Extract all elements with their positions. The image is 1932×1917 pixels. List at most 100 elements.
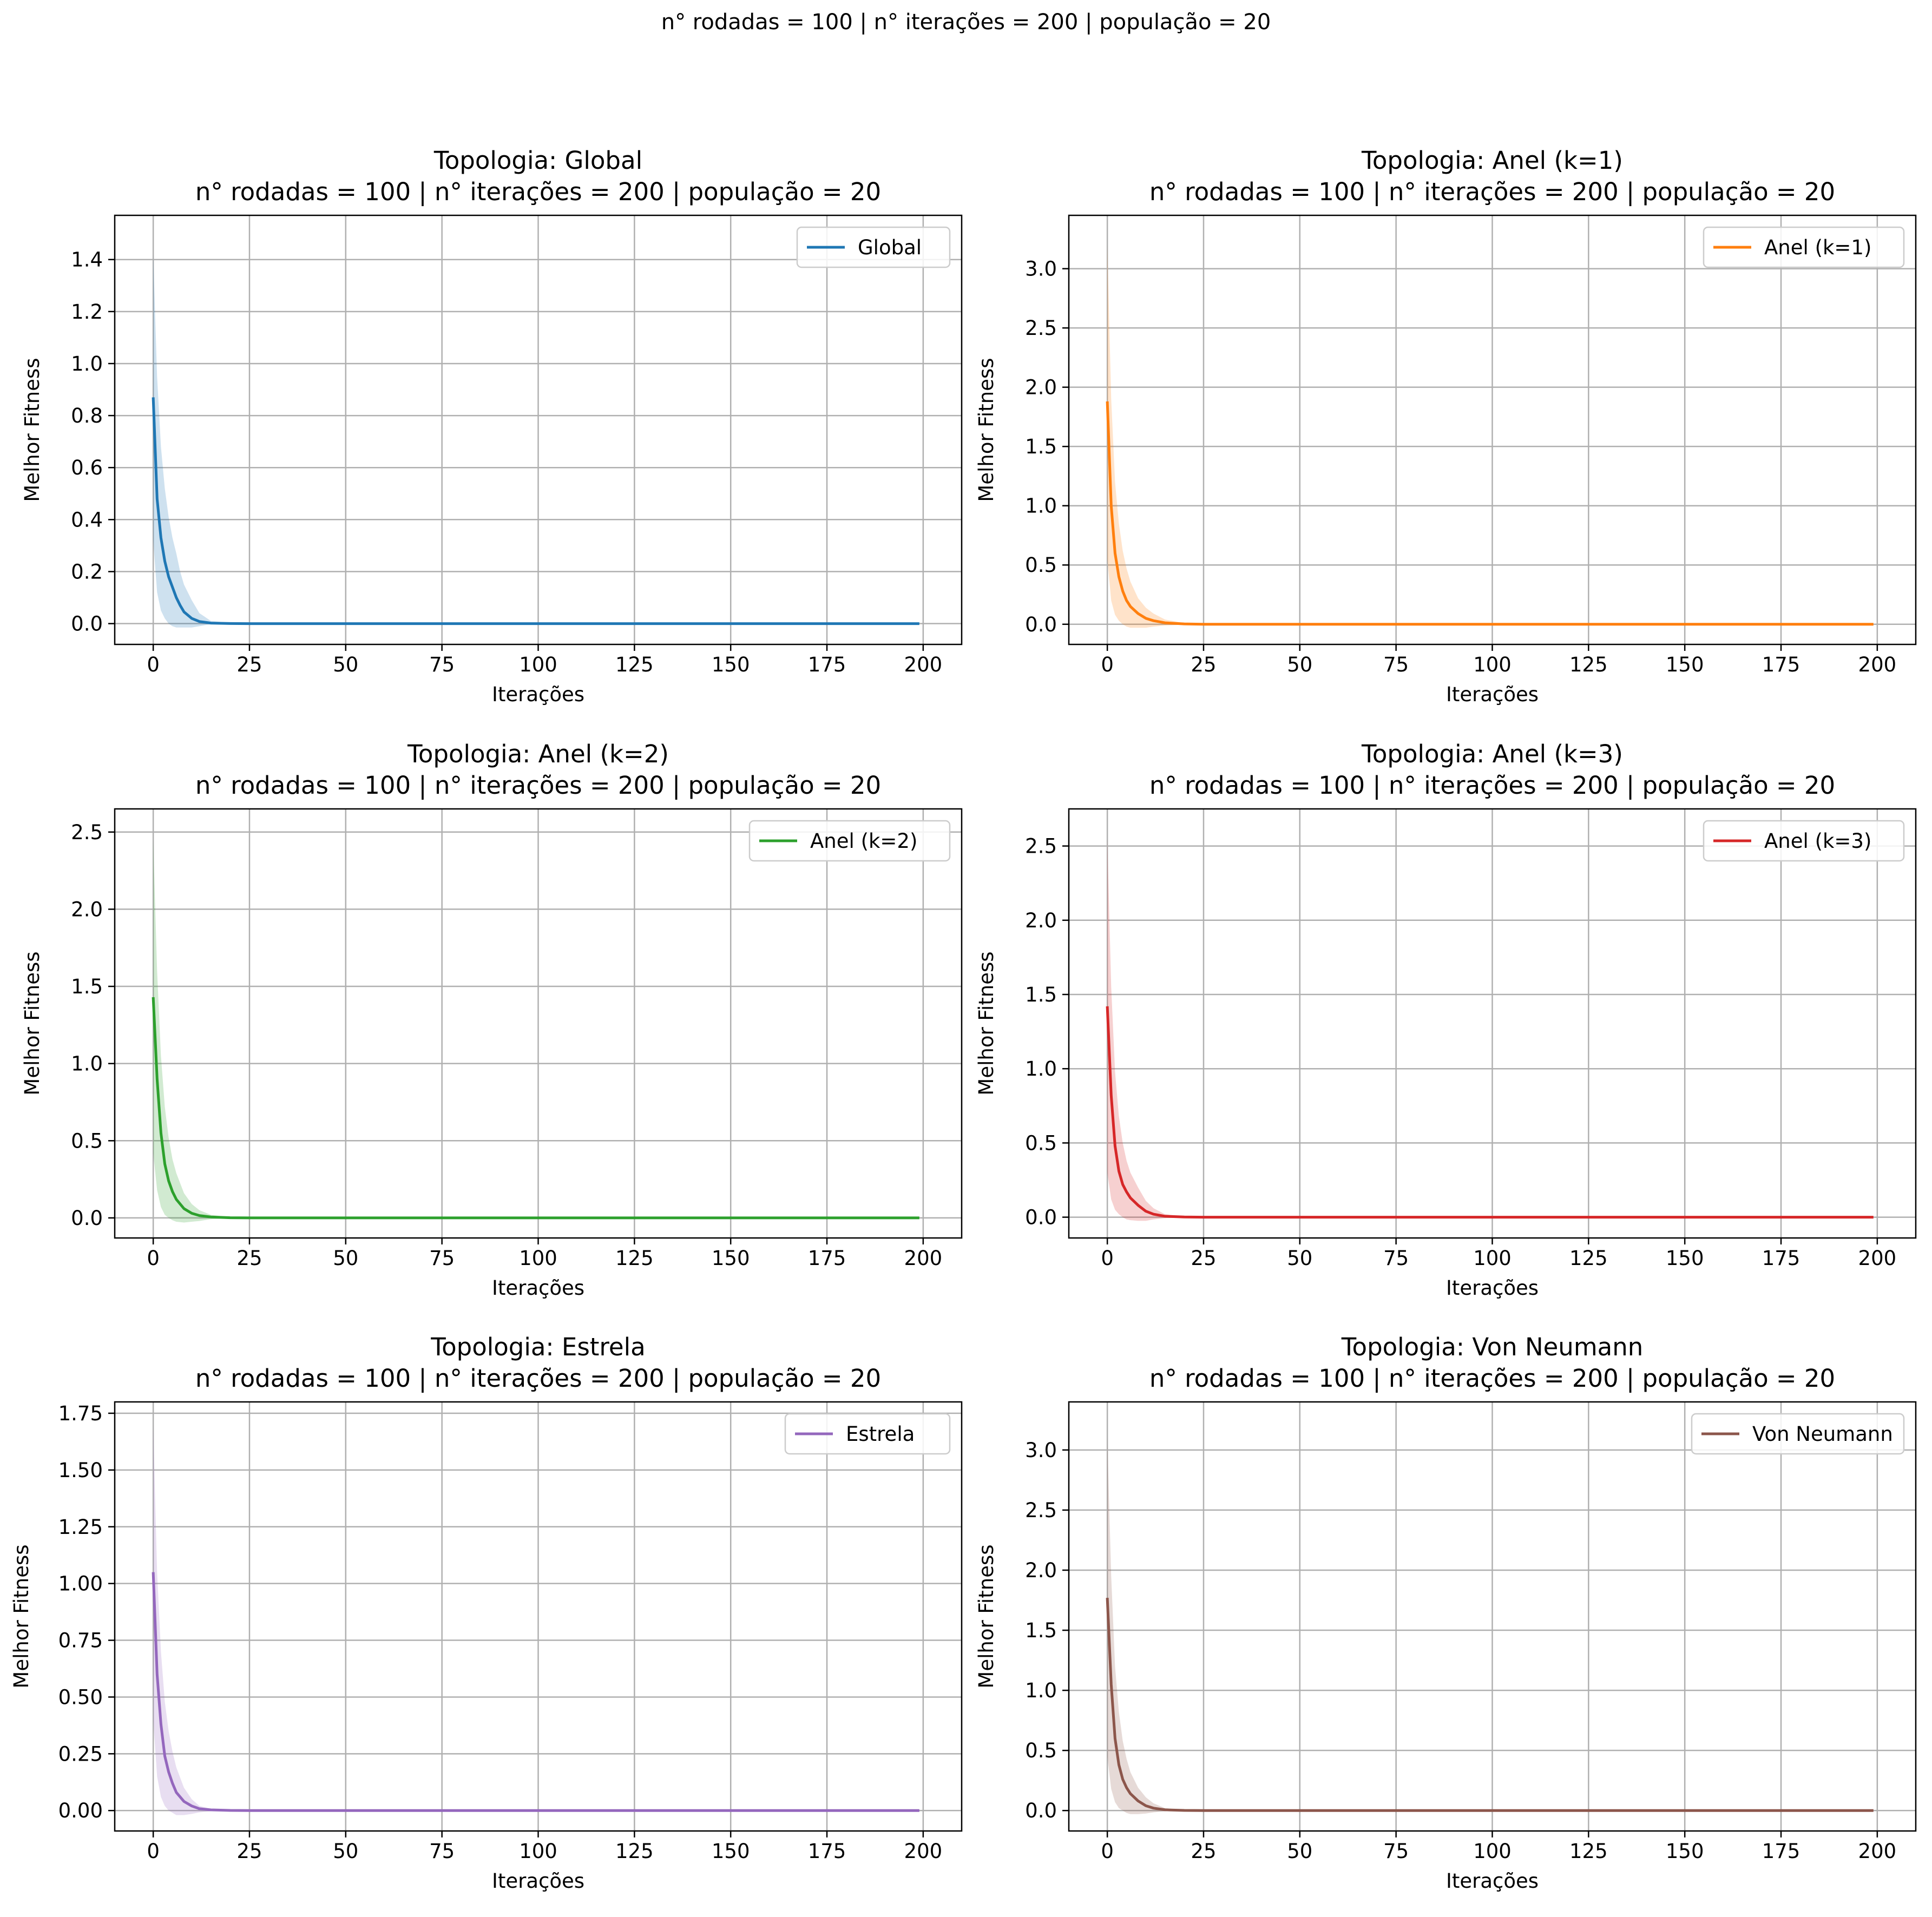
y-tick-label: 1.2 [71, 300, 103, 324]
x-tick-label: 0 [1101, 653, 1114, 676]
confidence-band [1107, 245, 1874, 628]
x-tick-label: 50 [1287, 1840, 1312, 1863]
x-tick-label: 200 [904, 1840, 943, 1863]
x-tick-label: 150 [712, 1247, 750, 1270]
series-line [1106, 401, 1874, 626]
subplot-4: 0 25 50 75 100 125 150 175 200 0.0 0.5 1.0 1.5 2.0 2.5… [975, 740, 1917, 1300]
x-tick-label: 125 [615, 1840, 654, 1863]
y-tick-label: 2.5 [71, 821, 103, 844]
y-tick-label: 1.5 [1025, 435, 1057, 458]
x-tick-label: 100 [519, 1840, 557, 1863]
y-axis-label: Melhor Fitness [10, 1544, 33, 1688]
subplot-title: Topologia: Anel (k=3) [1361, 740, 1623, 768]
x-tick-label: 175 [1762, 1247, 1800, 1270]
legend-box [1703, 820, 1905, 862]
subplot-2: 0 25 50 75 100 125 150 175 200 0.0 0.5 1.0 1.5 2.0 2.5… [975, 146, 1917, 706]
y-tick-label: 1.50 [58, 1459, 103, 1482]
x-tick-label: 100 [1473, 653, 1512, 676]
subplot-title: Topologia: Von Neumann [1341, 1333, 1644, 1361]
x-tick-label: 200 [1858, 1247, 1897, 1270]
y-tick-label: 0.75 [58, 1629, 103, 1652]
x-tick-label: 125 [1569, 653, 1608, 676]
subplot-subtitle: n° rodadas = 100 | n° iterações = 200 | … [195, 177, 881, 206]
y-tick-label: 0.2 [71, 560, 103, 583]
x-tick-label: 200 [904, 1247, 943, 1270]
x-tick-label: 50 [1287, 1247, 1312, 1270]
subplot-title: Topologia: Anel (k=1) [1361, 146, 1623, 175]
y-tick-label: 2.5 [1025, 835, 1057, 858]
y-tick-label: 1.0 [71, 1052, 103, 1076]
legend-box [784, 1413, 951, 1455]
subplot-3: 0 25 50 75 100 125 150 175 200 0.0 0.5 1.0 1.5 2.0 2.5… [21, 740, 963, 1300]
series-line [152, 1572, 919, 1812]
x-tick-label: 0 [147, 1247, 160, 1270]
y-axis-label: Melhor Fitness [21, 951, 44, 1095]
x-axis-label: Iterações [1446, 683, 1539, 706]
y-tick-label: 1.00 [58, 1572, 103, 1596]
series-line [1106, 1006, 1874, 1219]
x-tick-label: 25 [1191, 653, 1216, 676]
y-tick-label: 0.25 [58, 1742, 103, 1766]
y-tick-label: 1.4 [71, 248, 103, 272]
x-tick-label: 175 [808, 1840, 846, 1863]
y-tick-label: 1.0 [1025, 495, 1057, 518]
legend-box [1691, 1413, 1905, 1455]
x-tick-label: 125 [615, 653, 654, 676]
x-axis-label: Iterações [1446, 1276, 1539, 1300]
x-tick-label: 200 [904, 653, 943, 676]
legend-box [748, 820, 951, 862]
y-tick-label: 0.0 [71, 1207, 103, 1230]
x-tick-label: 50 [333, 1247, 358, 1270]
y-tick-label: 1.5 [1025, 1619, 1057, 1642]
series-line [1106, 1597, 1874, 1812]
subplot-subtitle: n° rodadas = 100 | n° iterações = 200 | … [195, 1364, 881, 1393]
confidence-band [1107, 838, 1874, 1221]
x-tick-label: 125 [1569, 1247, 1608, 1270]
x-tick-label: 175 [808, 1247, 846, 1270]
x-tick-label: 175 [808, 653, 846, 676]
y-tick-label: 3.0 [1025, 258, 1057, 281]
x-axis-label: Iterações [492, 683, 584, 706]
x-tick-label: 125 [615, 1247, 654, 1270]
x-tick-label: 100 [519, 1247, 557, 1270]
legend-label: Anel (k=2) [810, 829, 917, 853]
x-tick-label: 25 [236, 1247, 262, 1270]
y-tick-label: 0.5 [1025, 1739, 1057, 1762]
series-line [152, 397, 919, 625]
y-tick-label: 2.0 [71, 898, 103, 921]
legend-label: Von Neumann [1752, 1422, 1893, 1446]
y-tick-label: 1.0 [1025, 1679, 1057, 1702]
y-tick-label: 2.5 [1025, 1499, 1057, 1522]
subplot-title: Topologia: Global [433, 146, 642, 175]
x-tick-label: 100 [1473, 1840, 1512, 1863]
x-tick-label: 50 [333, 1840, 358, 1863]
x-axis-label: Iterações [492, 1869, 584, 1893]
series-line [152, 997, 919, 1220]
x-tick-label: 25 [236, 653, 262, 676]
y-axis-label: Melhor Fitness [21, 358, 44, 502]
x-tick-label: 150 [1666, 1247, 1704, 1270]
x-tick-label: 0 [147, 1840, 160, 1863]
y-tick-label: 2.0 [1025, 909, 1057, 932]
subplot-5: 0 25 50 75 100 125 150 175 200 0.00 0.25 0.50 0.75 1.… [10, 1333, 963, 1893]
y-tick-label: 3.0 [1025, 1439, 1057, 1462]
x-tick-label: 75 [429, 653, 455, 676]
y-tick-label: 1.5 [1025, 983, 1057, 1006]
subplot-1: 0 25 50 75 100 125 150 175 200 0.0 0.2 0.4 0.6 0.8 1.0… [21, 146, 963, 706]
x-tick-label: 50 [1287, 653, 1312, 676]
legend-label: Estrela [846, 1422, 915, 1446]
y-tick-label: 0.5 [1025, 554, 1057, 577]
subplot-6: 0 25 50 75 100 125 150 175 200 0.0 0.5 1.0 1.5 2.0 2.5… [975, 1333, 1917, 1893]
confidence-band [153, 1425, 919, 1815]
figure-suptitle: n° rodadas = 100 | n° iterações = 200 | … [661, 10, 1271, 35]
legend-label: Anel (k=3) [1764, 829, 1871, 853]
x-tick-label: 175 [1762, 1840, 1800, 1863]
legend-label: Anel (k=1) [1764, 236, 1871, 259]
y-tick-label: 0.5 [1025, 1131, 1057, 1155]
x-tick-label: 150 [712, 653, 750, 676]
subplot-title: Topologia: Estrela [430, 1333, 645, 1361]
subplot-subtitle: n° rodadas = 100 | n° iterações = 200 | … [1149, 1364, 1835, 1393]
x-tick-label: 75 [429, 1247, 455, 1270]
y-tick-label: 1.5 [71, 975, 103, 998]
